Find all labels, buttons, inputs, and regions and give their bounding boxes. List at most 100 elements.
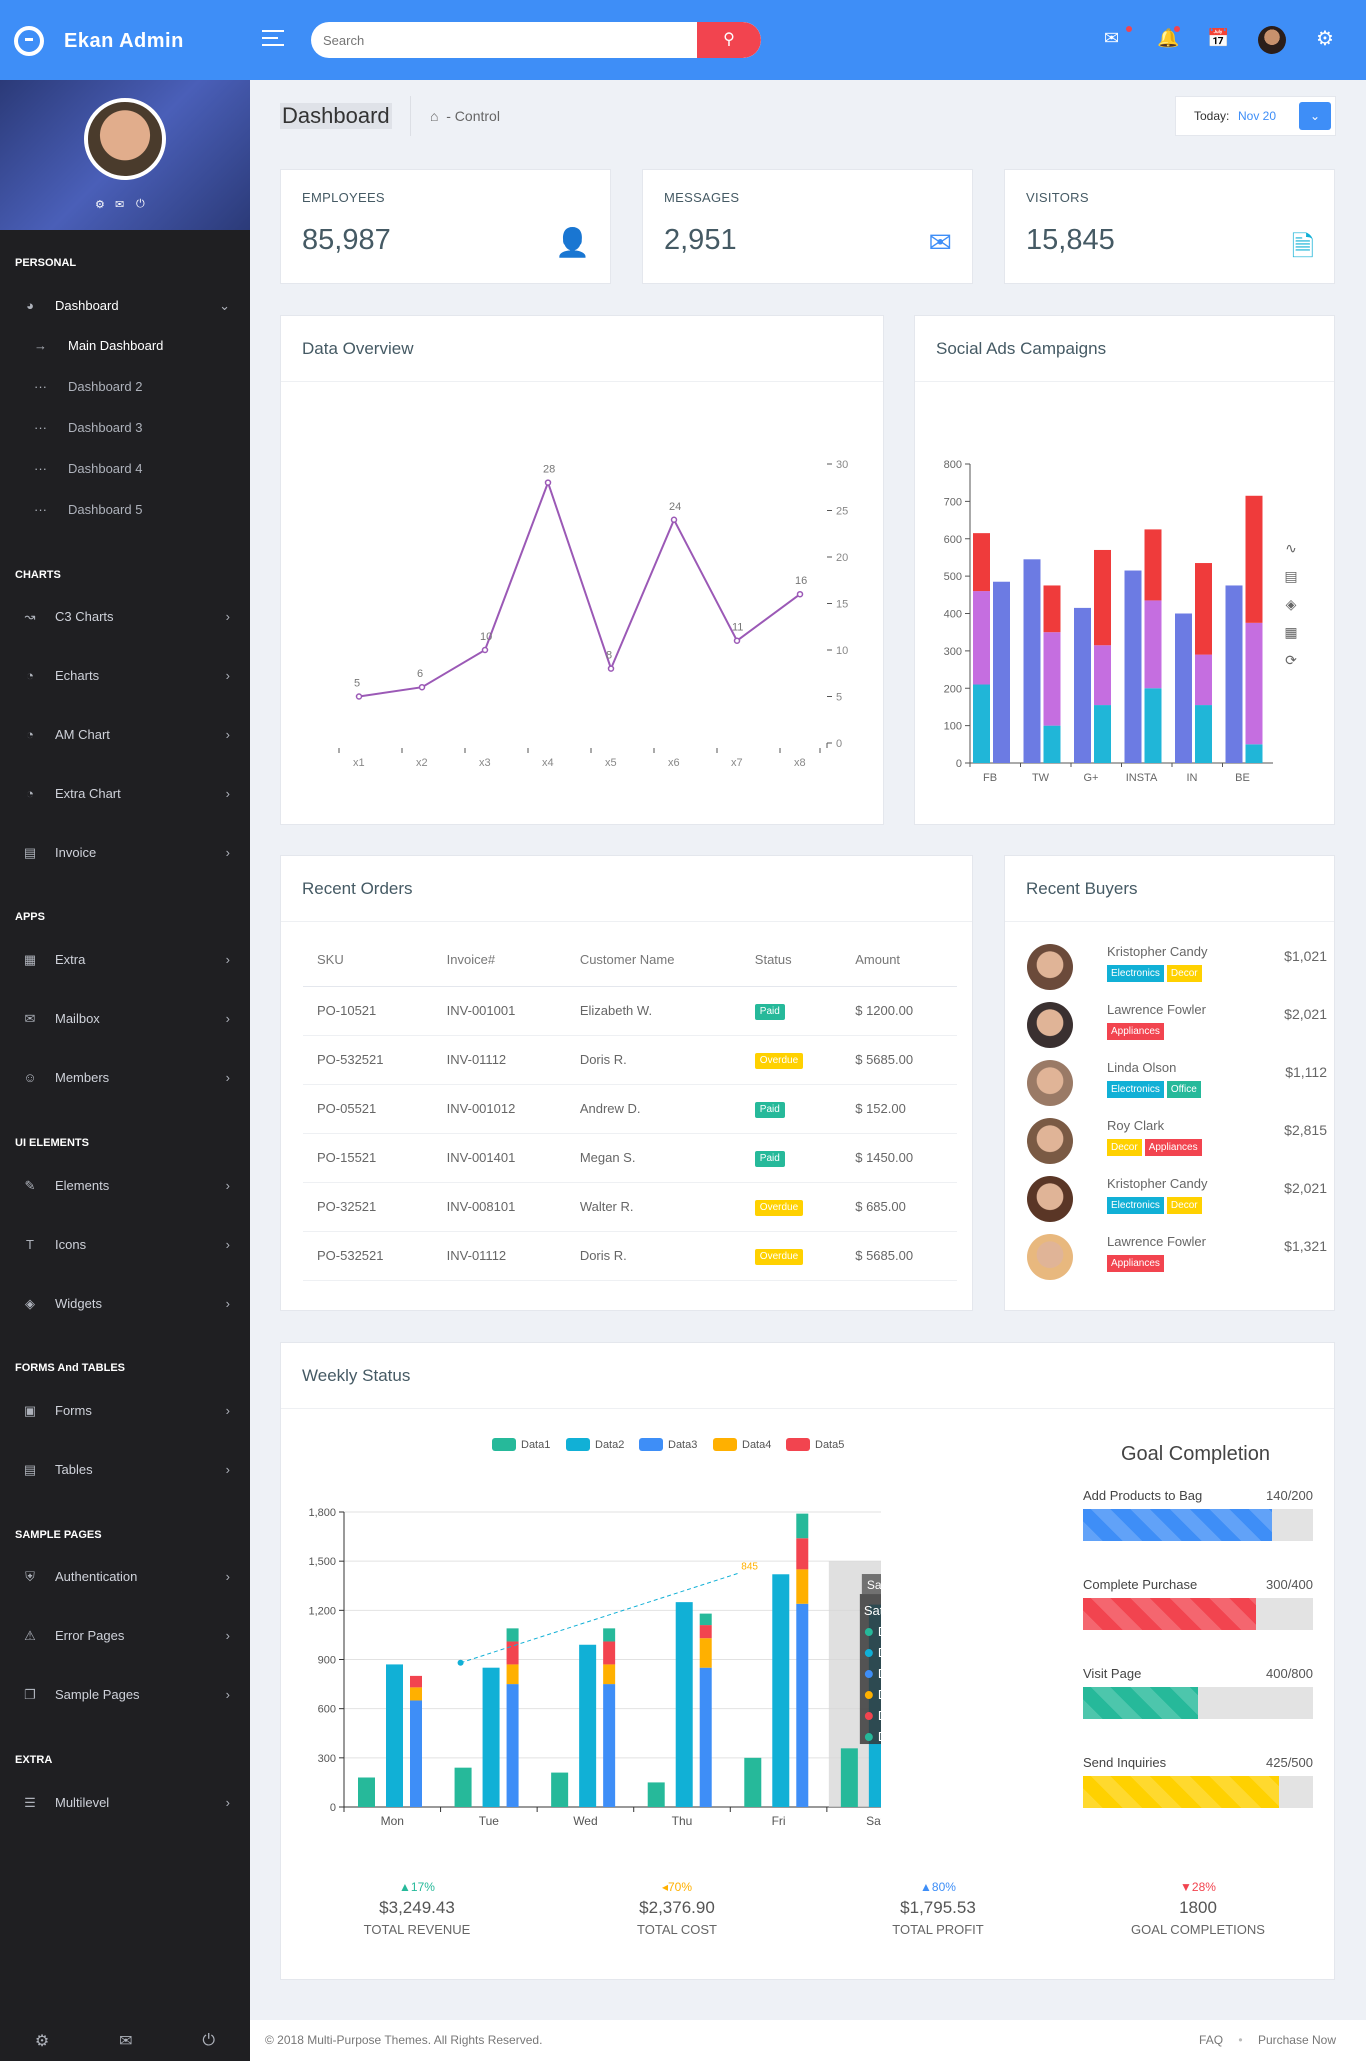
sidebar-section-apps: APPS: [15, 911, 45, 923]
table-row[interactable]: PO-532521 INV-01112 Doris R. Overdue $ 5685.…: [303, 1231, 957, 1281]
status-badge: Overdue: [754, 1199, 804, 1216]
status-badge: Paid: [754, 1101, 785, 1118]
sidebar-item-c3-charts[interactable]: ↝ C3 Charts ›: [0, 597, 250, 637]
buyer-amount: $2,815: [1284, 1122, 1327, 1138]
date-dropdown-button[interactable]: ⌄: [1299, 102, 1331, 130]
buyer-item[interactable]: Lawrence Fowler $1,321 Appliances: [1027, 1230, 1327, 1284]
settings-gear-icon[interactable]: ⚙: [1316, 28, 1334, 50]
stack-toggle-icon[interactable]: ◈: [1285, 596, 1297, 612]
user-avatar[interactable]: [1258, 26, 1286, 54]
buyer-item[interactable]: Roy Clark $2,815 Decor Appliances: [1027, 1114, 1327, 1168]
x-tick-label: x5: [605, 757, 617, 769]
buyer-item[interactable]: Kristopher Candy $2,021 Electronics Decor: [1027, 1172, 1327, 1226]
sidebar-subitem-main-dashboard[interactable]: → Main Dashboard: [0, 326, 250, 366]
buyer-item[interactable]: Kristopher Candy $1,021 Electronics Decor: [1027, 940, 1327, 994]
table-row[interactable]: PO-32521 INV-008101 Walter R. Overdue $ 685.…: [303, 1182, 957, 1232]
line-toggle-icon[interactable]: ∿: [1285, 540, 1297, 556]
bar-segment: [1245, 622, 1263, 745]
faq-link[interactable]: FAQ: [1199, 2033, 1224, 2047]
sidebar-subitem-dashboard-5[interactable]: ··· Dashboard 5: [0, 490, 250, 530]
warning-icon: ⚠: [24, 1628, 36, 1643]
sidebar-item-mailbox[interactable]: ✉ Mailbox ›: [0, 999, 250, 1039]
calendar-icon[interactable]: 📅: [1207, 28, 1230, 48]
search-icon: ⚲: [723, 31, 735, 48]
bar-segment: [1144, 600, 1162, 689]
sidebar-subitem-dashboard-3[interactable]: ··· Dashboard 3: [0, 408, 250, 448]
sidebar-item-tables[interactable]: ▤ Tables ›: [0, 1450, 250, 1490]
mail-icon[interactable]: ✉: [115, 199, 125, 211]
column-header: Status: [740, 934, 842, 987]
data-overview-line-chart: x1 x2 x3 x4 x5 x6 x7 x8 0 5 10 15 20 25 30 5 6 10 28 8 24 11 1…: [338, 459, 848, 769]
sidebar-item-dashboard[interactable]: ◕ Dashboard ⌄: [0, 286, 250, 326]
chevron-right-icon: ›: [225, 1011, 230, 1026]
restore-icon[interactable]: ⟳: [1285, 652, 1297, 668]
sidebar-item-invoice[interactable]: ▤ Invoice ›: [0, 833, 250, 873]
y-tick-label: 800: [944, 459, 962, 471]
buyer-name: Roy Clark: [1107, 1118, 1165, 1133]
sidebar-item-members[interactable]: ☺ Members ›: [0, 1058, 250, 1098]
buyer-tags: Appliances: [1107, 1022, 1167, 1040]
goal-progress-fill: [1083, 1509, 1272, 1541]
sidebar-item-elements[interactable]: ✎ Elements ›: [0, 1166, 250, 1206]
stat-value: 15,845: [1026, 224, 1115, 256]
bar-segment: [1144, 688, 1162, 763]
sidebar-item-extra-chart[interactable]: ◔ Extra Chart ›: [0, 774, 250, 814]
power-icon[interactable]: ⏻: [136, 198, 145, 210]
power-icon[interactable]: ⏻: [202, 2031, 216, 2049]
sidebar-subitem-dashboard-4[interactable]: ··· Dashboard 4: [0, 449, 250, 489]
status-cell: Paid: [740, 986, 842, 1036]
settings-icon[interactable]: ⚙: [95, 199, 105, 211]
search-input[interactable]: [311, 22, 691, 58]
page-footer: © 2018 Multi-Purpose Themes. All Rights …: [250, 2020, 1366, 2061]
bar-toggle-icon[interactable]: ▤: [1284, 568, 1298, 584]
buyer-avatar: [1027, 1118, 1073, 1164]
sidebar-item-extra[interactable]: ▦ Extra ›: [0, 940, 250, 980]
tooltip-row: Data1: 358: [878, 1624, 881, 1639]
bell-icon[interactable]: 🔔: [1157, 28, 1180, 48]
sidebar-item-forms[interactable]: ▣ Forms ›: [0, 1391, 250, 1431]
table-row[interactable]: PO-05521 INV-001012 Andrew D. Paid $ 152.00: [303, 1084, 957, 1134]
purchase-now-link[interactable]: Purchase Now: [1257, 2033, 1336, 2047]
profile-avatar[interactable]: [84, 98, 166, 180]
sidebar-toggle-icon[interactable]: [262, 30, 284, 51]
buyer-name: Lawrence Fowler: [1107, 1234, 1206, 1249]
table-row[interactable]: PO-15521 INV-001401 Megan S. Paid $ 1450.00: [303, 1133, 957, 1183]
bar-segment: [1094, 549, 1111, 646]
y-tick-label: 600: [318, 1704, 336, 1716]
settings-icon[interactable]: ⚙: [34, 2032, 50, 2050]
buyer-item[interactable]: Linda Olson $1,112 Electronics Office: [1027, 1056, 1327, 1110]
sidebar-item-sample-pages[interactable]: ❐ Sample Pages ›: [0, 1675, 250, 1715]
tooltip-swatch: [864, 1691, 873, 1700]
brand[interactable]: Ekan Admin: [14, 26, 184, 56]
sidebar-item-error-pages[interactable]: ⚠ Error Pages ›: [0, 1616, 250, 1656]
chevron-right-icon: ›: [225, 1237, 230, 1252]
data-label: 6: [417, 668, 423, 680]
table-row[interactable]: PO-532521 INV-01112 Doris R. Overdue $ 5685.…: [303, 1035, 957, 1085]
edit-icon: ✎: [24, 1178, 36, 1193]
search-button[interactable]: ⚲: [697, 22, 761, 58]
sidebar-item-label: AM Chart: [55, 727, 110, 742]
sidebar-item-multilevel[interactable]: ☰ Multilevel ›: [0, 1783, 250, 1823]
bar-stack-segment: [796, 1569, 809, 1604]
sidebar-item-echarts[interactable]: ◔ Echarts ›: [0, 656, 250, 696]
sidebar-item-authentication[interactable]: ⛨ Authentication ›: [0, 1557, 250, 1597]
sidebar-item-am-chart[interactable]: ◔ AM Chart ›: [0, 715, 250, 755]
mail-icon[interactable]: ✉: [119, 2032, 133, 2050]
tiled-toggle-icon[interactable]: ▦: [1284, 624, 1298, 640]
sidebar-item-widgets[interactable]: ◈ Widgets ›: [0, 1284, 250, 1324]
bar-segment: [1074, 607, 1091, 763]
x-tick-label: G+: [1084, 772, 1099, 784]
dots-icon: ···: [34, 420, 47, 435]
y-tick-label: 200: [944, 683, 962, 695]
tooltip-swatch: [864, 1649, 873, 1658]
sidebar-item-icons[interactable]: T Icons ›: [0, 1225, 250, 1265]
today-label: Today:: [1194, 109, 1230, 123]
buyer-item[interactable]: Lawrence Fowler $2,021 Appliances: [1027, 998, 1327, 1052]
envelope-icon[interactable]: ✉: [1104, 28, 1120, 48]
home-icon[interactable]: ⌂: [430, 108, 439, 124]
sidebar-subitem-dashboard-2[interactable]: ··· Dashboard 2: [0, 367, 250, 407]
legend-swatch: [492, 1438, 516, 1451]
data-point: [481, 646, 489, 654]
y-tick-label: 10: [836, 645, 848, 657]
table-row[interactable]: PO-10521 INV-001001 Elizabeth W. Paid $ 1200…: [303, 986, 957, 1036]
